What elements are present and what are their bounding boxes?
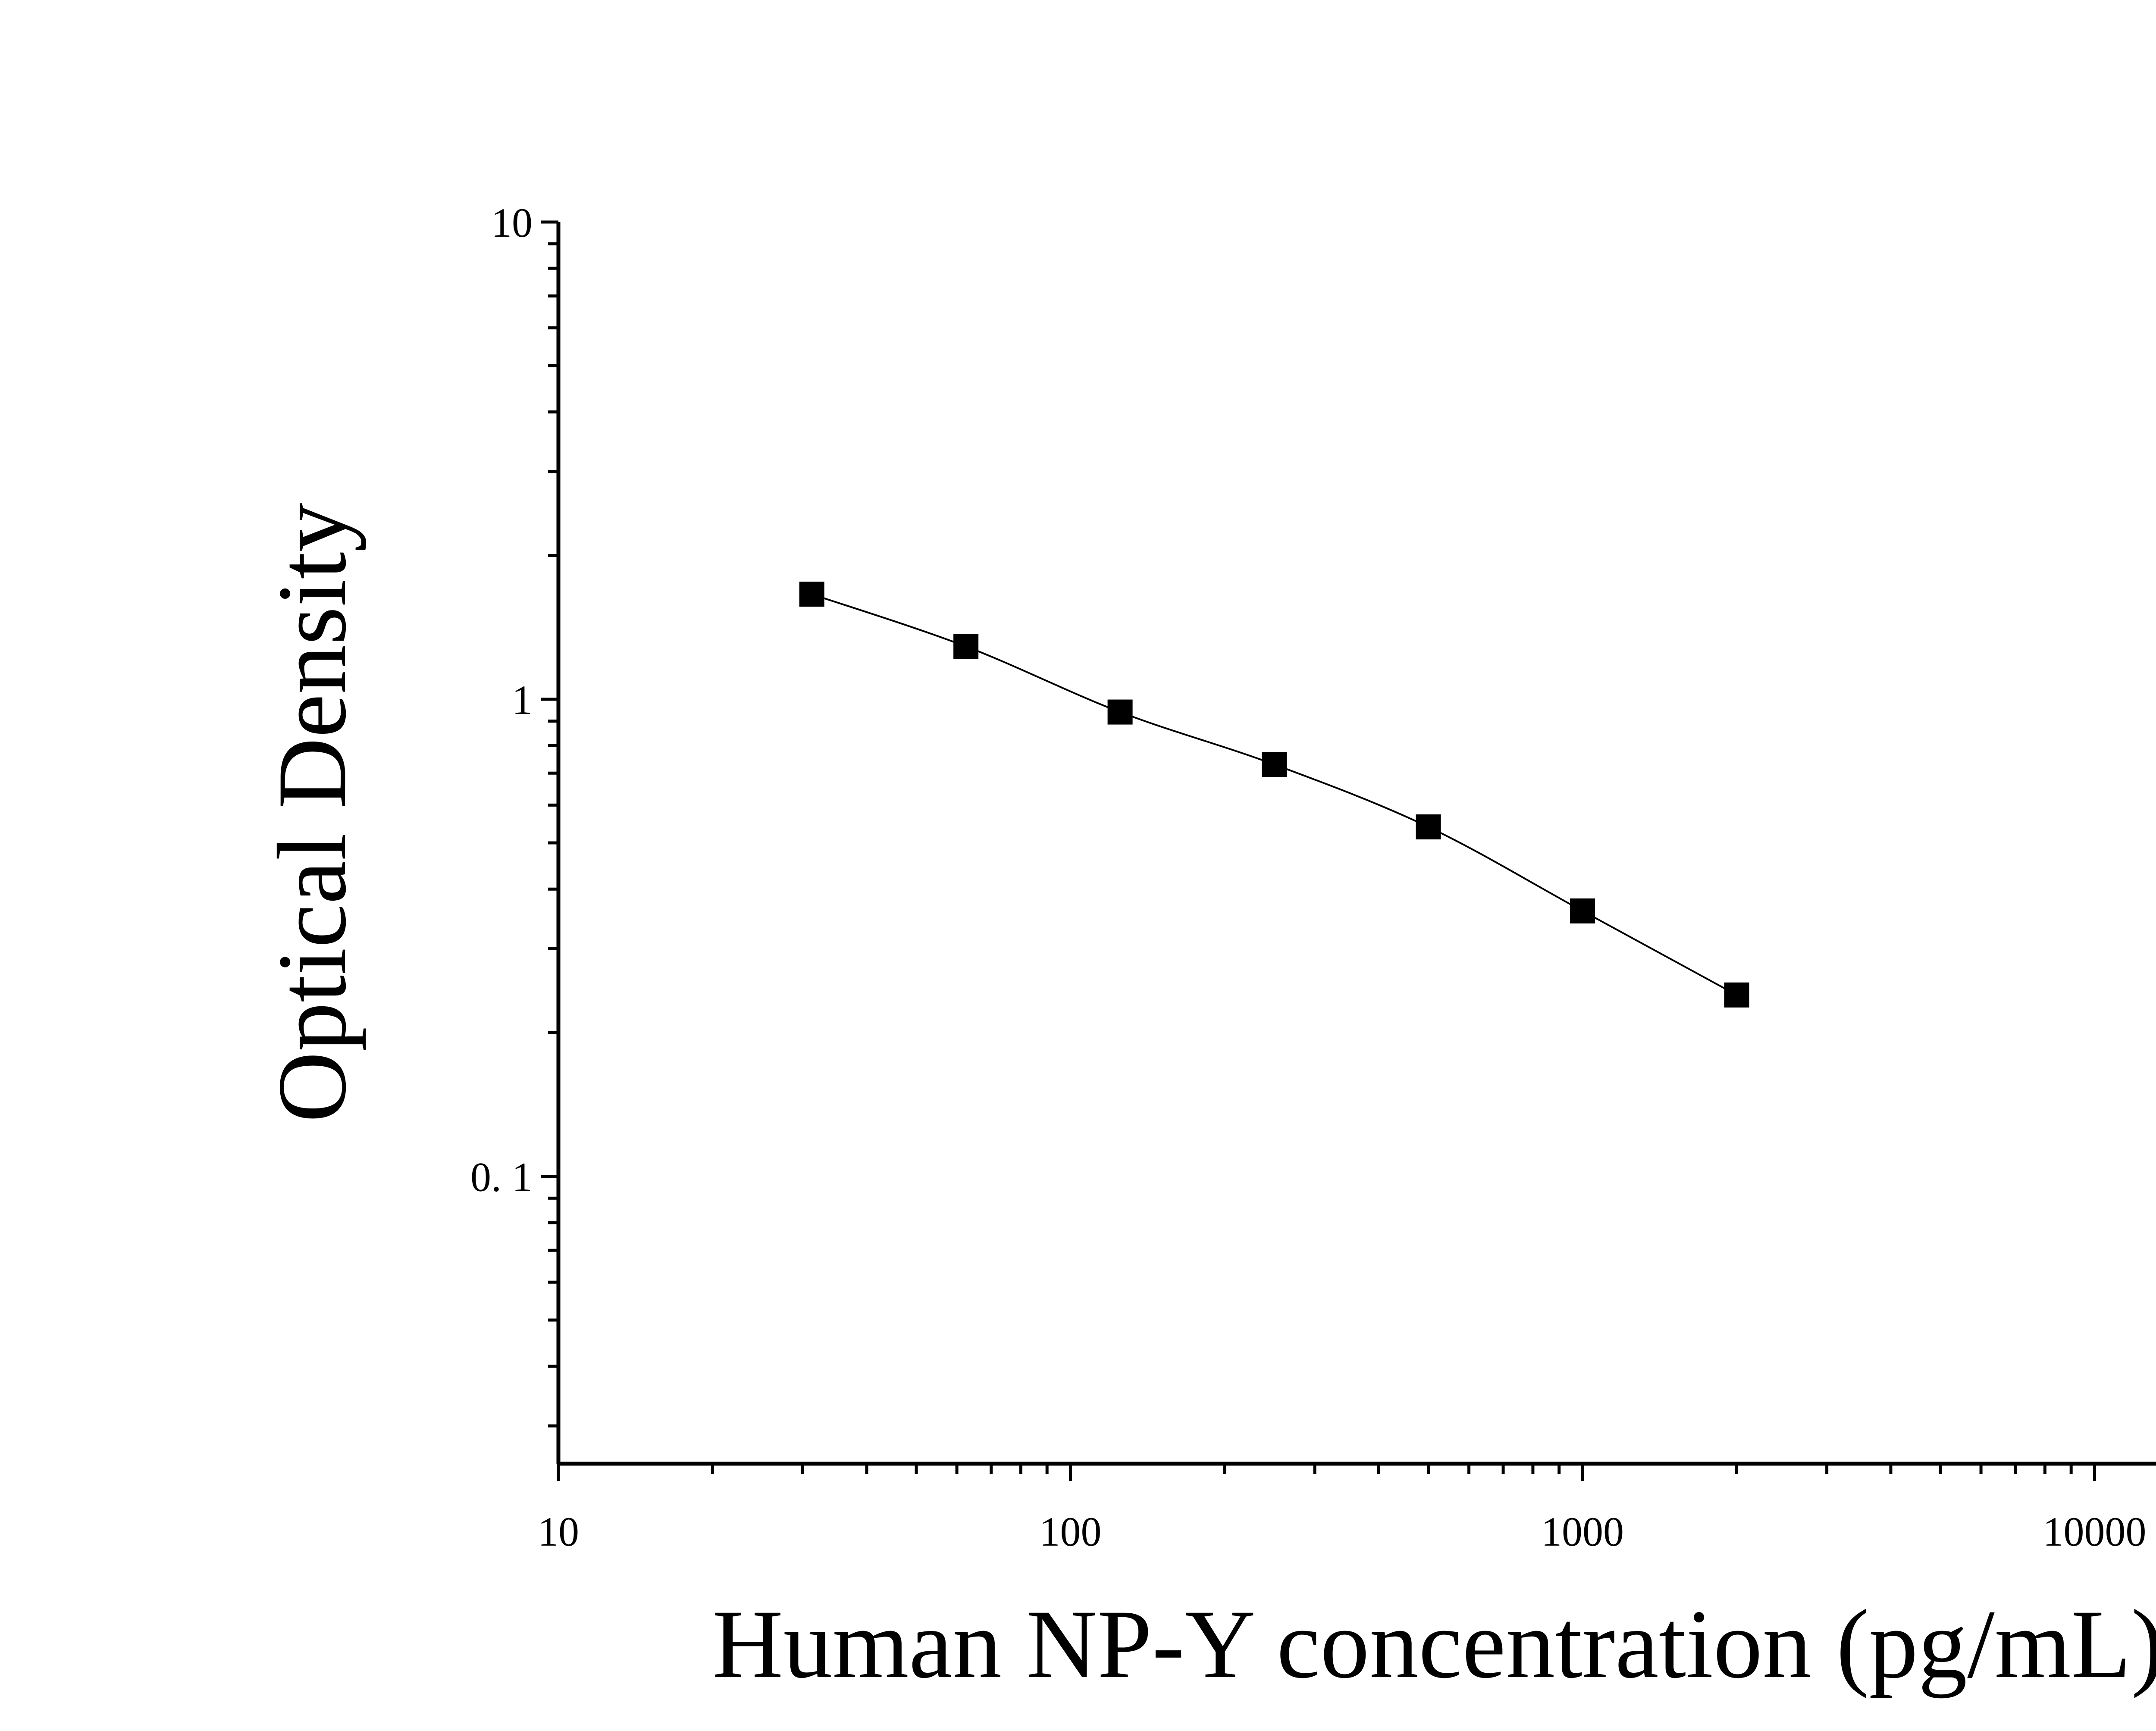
x-tick-label: 10 [538,1509,579,1555]
y-axis-title: Optical Density [258,503,367,1122]
data-point [1570,898,1595,923]
x-axis-ticks: 10 100 1000 10000 [538,1464,2147,1555]
fit-curve-group [811,593,1737,996]
data-point [1416,814,1441,840]
y-tick-label: 1 [512,677,533,723]
y-tick-label: 10 [491,200,533,246]
x-tick-label: 1000 [1541,1509,1624,1555]
x-tick-label: 10000 [2043,1509,2147,1555]
data-point [1724,982,1749,1008]
axes [556,222,2156,1466]
data-point [1262,752,1287,777]
y-tick-label: 0. 1 [470,1154,533,1200]
x-tick-label: 100 [1040,1509,1102,1555]
data-points [799,582,1749,1008]
fit-curve [811,593,1737,996]
y-axis-ticks: 0. 1 1 10 [470,200,558,1427]
data-point [799,582,824,607]
x-axis-title: Human NP-Y concentration (pg/mL) [712,1590,2156,1699]
data-point [953,634,979,659]
data-point [1107,699,1133,725]
